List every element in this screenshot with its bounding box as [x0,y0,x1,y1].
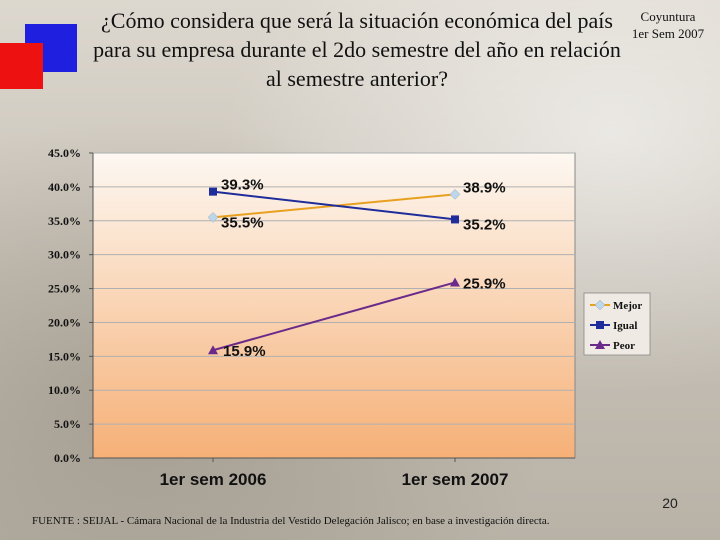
series-line-igual [212,190,456,221]
page-number: 20 [662,495,678,511]
line-chart: 0.0% 5.0% 10.0% 15.0% 20.0% 25.0% 30.0% 35.0% 40… [48,146,651,489]
legend-entry: Peor [613,340,635,352]
data-point-igual [451,215,459,224]
corner-label-line1: Coyuntura [640,9,696,24]
x-tick-label: 1er sem 2007 [402,470,509,489]
data-point-mejor [207,212,219,223]
plot-area [92,152,576,459]
legend-marker [596,321,604,329]
y-tick-label: 35.0% [48,214,81,228]
x-tick-label: 1er sem 2006 [160,470,267,489]
corner-label: Coyuntura 1er Sem 2007 [618,8,718,42]
data-label: 25.9% [463,275,506,292]
y-tick-label: 30.0% [48,248,81,262]
corner-label-line2: 1er Sem 2007 [631,26,705,41]
decorative-red-square [0,43,43,89]
data-label: 39.3% [221,177,264,194]
data-label: 35.2% [463,216,506,233]
data-point-mejor [449,188,461,200]
y-tick-label: 25.0% [48,282,81,296]
series-line-peor [212,281,456,352]
data-label: 15.9% [223,343,266,360]
data-point-igual [209,187,217,196]
legend-entry: Mejor [613,300,642,312]
y-tick-label: 40.0% [48,180,81,194]
y-tick-label: 20.0% [48,315,81,329]
data-point-peor [208,345,218,355]
page-title: ¿Cómo considera que será la situación ec… [93,8,621,91]
data-point-peor [450,277,460,287]
legend-marker [594,299,606,311]
y-tick-label: 10.0% [48,383,81,397]
legend-marker [595,340,605,349]
data-label: 38.9% [463,179,506,196]
y-tick-label: 0.0% [54,451,81,465]
legend-entry: Igual [613,320,637,332]
y-tick-label: 15.0% [48,349,81,363]
y-tick-label: 45.0% [48,146,81,160]
y-tick-label: 5.0% [54,417,81,431]
source-note: FUENTE : SEIJAL - Cámara Nacional de la … [32,515,550,527]
data-label: 35.5% [221,214,264,231]
